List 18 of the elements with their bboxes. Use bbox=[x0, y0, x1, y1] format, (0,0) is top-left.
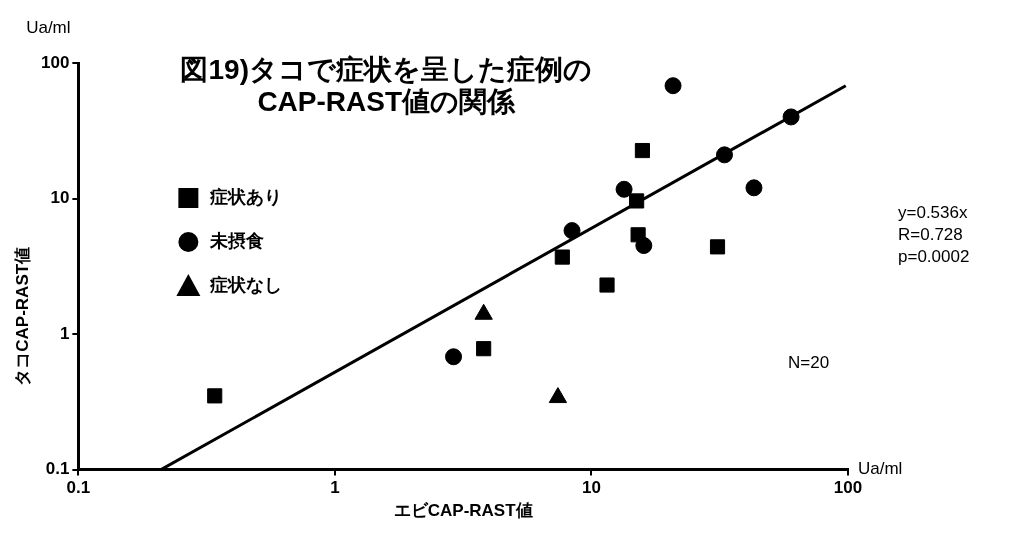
annotation: N=20 bbox=[788, 352, 830, 372]
y-tick-label: 100 bbox=[40, 52, 70, 72]
y-tick-label: 1 bbox=[59, 323, 70, 343]
x-tick-label: 0.1 bbox=[66, 478, 91, 498]
legend-label: 未摂食 bbox=[209, 230, 265, 251]
text: Ua/ml bbox=[858, 459, 903, 479]
y-axis-title: タコCAP-RAST値 bbox=[13, 246, 33, 386]
y-tick-label: 0.1 bbox=[45, 459, 70, 479]
x-axis-title: エビCAP-RAST値 bbox=[393, 501, 533, 521]
text: Ua/ml bbox=[26, 17, 71, 37]
x-tick-label: 100 bbox=[833, 478, 863, 498]
y-tick-label: 10 bbox=[50, 188, 70, 208]
x-tick-label: 1 bbox=[330, 478, 340, 498]
legend-label: 症状あり bbox=[209, 186, 283, 207]
text: y=0.536x R=0.728 p=0.0002 bbox=[898, 202, 970, 266]
chart-title: 図19)タコで症状を呈した症例の CAP-RAST値の関係 bbox=[180, 53, 592, 117]
x-tick-label: 10 bbox=[581, 478, 601, 498]
legend-label: 症状なし bbox=[209, 274, 283, 295]
